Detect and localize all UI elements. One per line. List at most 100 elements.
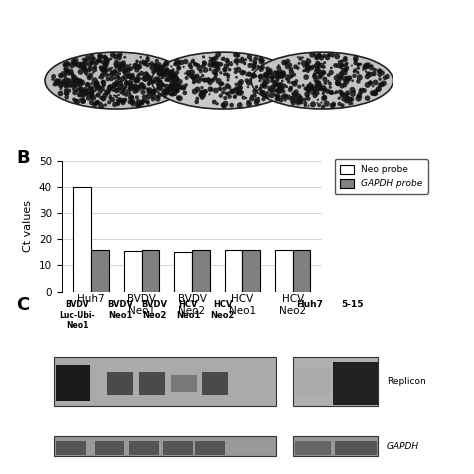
Point (137, 81, 145, 89)
Point (290, 100, 297, 107)
Point (264, 69, 272, 76)
Point (198, 91, 205, 99)
Point (143, 69, 150, 76)
Point (173, 87, 181, 95)
Point (139, 56, 146, 64)
Point (152, 65, 160, 73)
Point (367, 79, 374, 87)
Point (337, 71, 345, 79)
Point (315, 64, 322, 72)
Point (380, 80, 388, 87)
Point (161, 93, 169, 101)
Point (162, 70, 169, 77)
Point (159, 80, 166, 88)
Point (88, 59, 96, 66)
Point (97, 94, 105, 102)
Point (144, 85, 151, 93)
Point (120, 87, 128, 95)
Point (201, 66, 209, 74)
Point (245, 70, 253, 78)
Point (182, 81, 190, 89)
Point (336, 100, 343, 108)
Point (156, 66, 164, 73)
Point (91, 64, 99, 72)
Point (61, 73, 69, 80)
Point (93, 79, 101, 87)
Point (246, 53, 253, 61)
Point (59, 70, 67, 77)
Point (106, 66, 114, 73)
Point (234, 52, 242, 59)
Point (275, 85, 283, 93)
Point (333, 88, 340, 96)
Point (141, 75, 148, 82)
Point (93, 80, 100, 88)
Point (111, 67, 118, 75)
Point (338, 82, 346, 90)
Point (172, 86, 179, 93)
Point (338, 62, 346, 69)
Point (153, 62, 160, 70)
Point (81, 66, 88, 73)
Point (317, 82, 324, 89)
Point (171, 73, 179, 80)
Point (99, 94, 107, 102)
Point (176, 94, 183, 101)
Point (267, 86, 274, 94)
Point (117, 89, 125, 96)
Point (128, 73, 136, 81)
Point (274, 73, 282, 80)
Point (254, 63, 262, 70)
Point (128, 73, 135, 81)
Point (116, 66, 124, 73)
Point (176, 78, 183, 85)
Point (175, 82, 183, 89)
Point (104, 75, 112, 83)
Point (146, 74, 154, 82)
Point (318, 54, 325, 62)
Point (175, 82, 182, 90)
Point (292, 97, 300, 105)
Point (71, 73, 78, 81)
Point (150, 88, 157, 95)
Point (125, 73, 132, 80)
Point (134, 99, 141, 106)
Point (143, 75, 150, 83)
Point (87, 88, 94, 96)
Point (270, 87, 278, 94)
Point (257, 73, 264, 81)
Point (123, 76, 130, 84)
Point (211, 74, 219, 82)
Point (342, 91, 349, 99)
Point (172, 87, 179, 94)
Point (287, 94, 294, 102)
Point (342, 70, 349, 77)
Point (146, 60, 154, 68)
Point (151, 65, 159, 73)
Point (76, 78, 83, 86)
Point (337, 73, 344, 81)
Point (63, 90, 71, 97)
Point (168, 84, 175, 92)
Point (72, 76, 80, 83)
Point (105, 99, 113, 106)
Point (140, 73, 148, 81)
Point (115, 97, 122, 105)
Point (115, 63, 122, 70)
Point (248, 95, 255, 102)
Point (297, 94, 304, 102)
Point (264, 78, 271, 85)
Point (77, 84, 84, 91)
Point (344, 94, 352, 102)
Point (248, 92, 255, 100)
Point (232, 87, 239, 94)
Text: B: B (17, 149, 30, 167)
Point (271, 69, 279, 77)
Point (357, 90, 365, 97)
Point (99, 78, 107, 86)
Point (70, 76, 77, 83)
Point (343, 78, 350, 85)
Point (211, 60, 219, 68)
Point (145, 81, 153, 89)
Point (358, 86, 366, 94)
